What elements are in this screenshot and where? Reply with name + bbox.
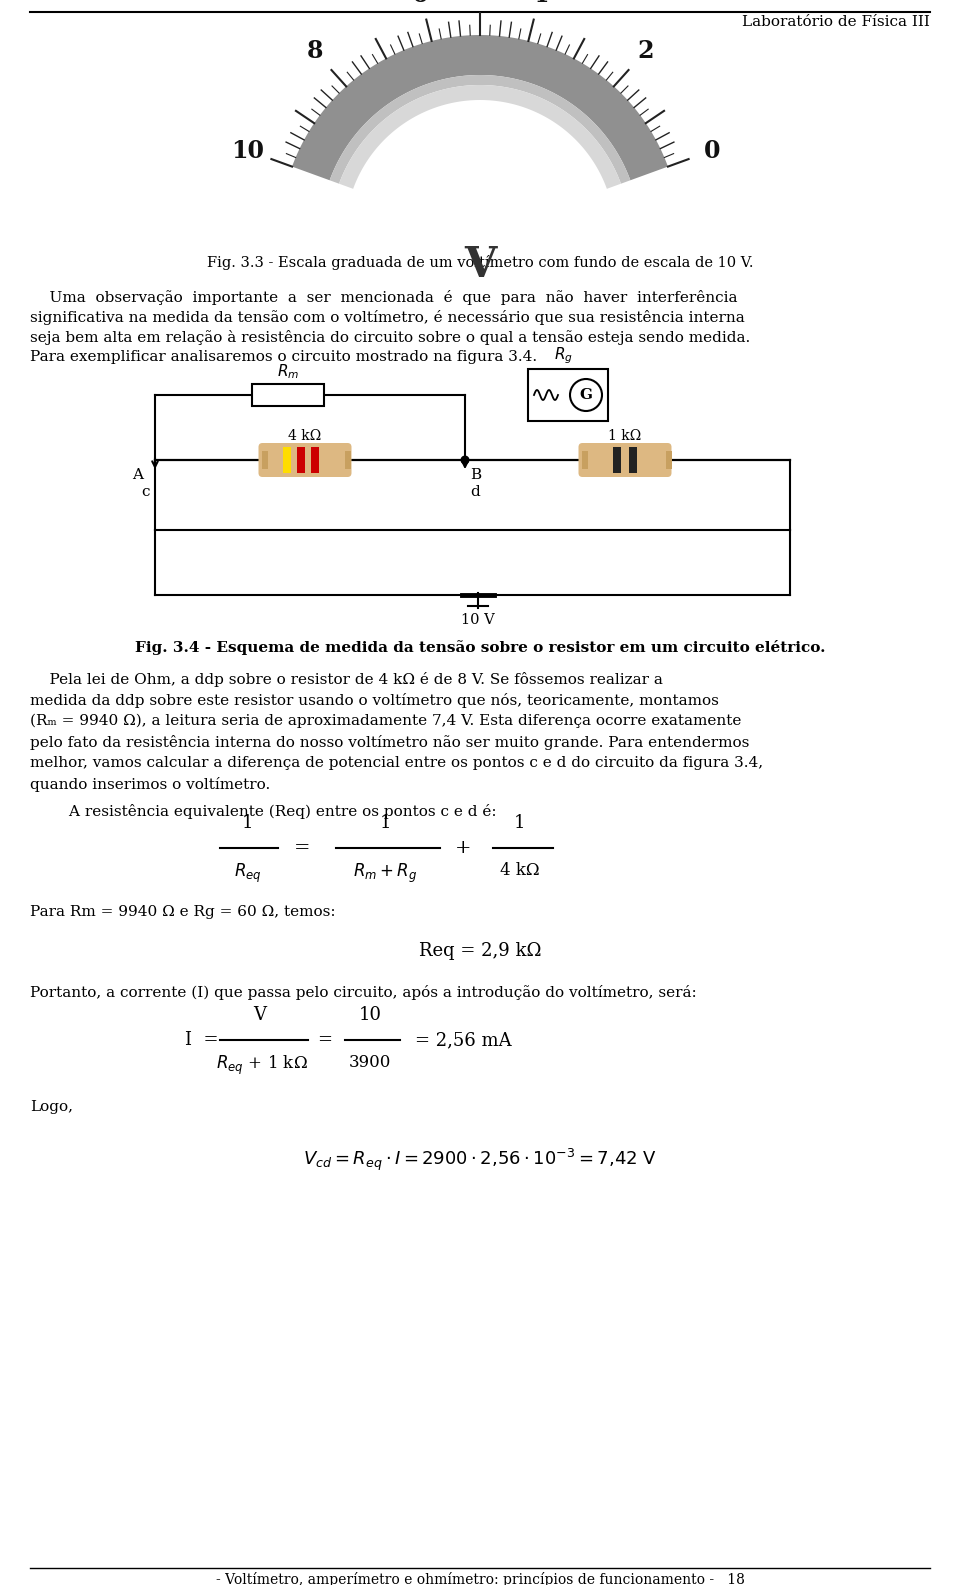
Text: 10: 10 (231, 138, 264, 163)
Text: 8: 8 (306, 40, 323, 63)
Text: $R_m$: $R_m$ (276, 363, 300, 380)
Bar (528, 369, 608, 422)
Text: I  =: I = (185, 1030, 219, 1049)
Text: melhor, vamos calcular a diferença de potencial entre os pontos c e d do circuit: melhor, vamos calcular a diferença de po… (30, 756, 763, 770)
Text: Pela lei de Ohm, a ddp sobre o resistor de 4 kΩ é de 8 V. Se fôssemos realizar a: Pela lei de Ohm, a ddp sobre o resistor … (30, 672, 662, 686)
Text: Portanto, a corrente (I) que passa pelo circuito, após a introdução do voltímetr: Portanto, a corrente (I) que passa pelo … (30, 984, 697, 1000)
Text: Fig. 3.4 - Esquema de medida da tensão sobre o resistor em um circuito elétrico.: Fig. 3.4 - Esquema de medida da tensão s… (134, 640, 826, 655)
Text: 4: 4 (532, 0, 548, 8)
Text: medida da ddp sobre este resistor usando o voltímetro que nós, teoricamente, mon: medida da ddp sobre este resistor usando… (30, 693, 719, 708)
Text: V: V (464, 244, 496, 285)
Text: 10 V: 10 V (461, 613, 494, 628)
Bar (252, 384, 324, 406)
Polygon shape (339, 86, 621, 189)
Text: 1 kΩ: 1 kΩ (609, 430, 641, 442)
Text: A resistência equivalente (Req) entre os pontos c e d é:: A resistência equivalente (Req) entre os… (30, 804, 496, 819)
Polygon shape (292, 35, 668, 181)
Text: +: + (455, 838, 471, 857)
Text: V: V (253, 1006, 267, 1024)
Text: Uma  observação  importante  a  ser  mencionada  é  que  para  não  haver  inter: Uma observação importante a ser menciona… (30, 290, 737, 304)
Text: Fig. 3.3 - Escala graduada de um voltímetro com fundo de escala de 10 V.: Fig. 3.3 - Escala graduada de um voltíme… (206, 255, 754, 269)
Text: 10: 10 (358, 1006, 381, 1024)
Text: =: = (318, 1030, 332, 1049)
Text: A: A (132, 468, 143, 482)
Text: $R_g$: $R_g$ (554, 346, 572, 366)
Text: 0: 0 (704, 138, 720, 163)
Text: 1: 1 (242, 815, 253, 832)
Text: significativa na medida da tensão com o voltímetro, é necessário que sua resistê: significativa na medida da tensão com o … (30, 311, 745, 325)
Circle shape (461, 455, 469, 464)
Bar (345, 452, 350, 469)
Text: Para exemplificar analisaremos o circuito mostrado na figura 3.4.: Para exemplificar analisaremos o circuit… (30, 350, 538, 365)
Text: Req = 2,9 kΩ: Req = 2,9 kΩ (419, 941, 541, 961)
Text: = 2,56 mA: = 2,56 mA (415, 1030, 512, 1049)
Bar (311, 447, 319, 472)
Text: $R_m + R_g$: $R_m + R_g$ (353, 862, 418, 884)
Text: c: c (141, 485, 150, 499)
Circle shape (570, 379, 602, 411)
Bar (582, 452, 588, 469)
Text: B: B (470, 468, 481, 482)
Text: 1: 1 (515, 815, 526, 832)
Text: - Voltímetro, amperímetro e ohmímetro: princípios de funcionamento -   18: - Voltímetro, amperímetro e ohmímetro: p… (216, 1572, 744, 1585)
Text: G: G (580, 388, 592, 403)
Text: quando inserimos o voltímetro.: quando inserimos o voltímetro. (30, 777, 271, 792)
Text: $R_{eq}$: $R_{eq}$ (234, 862, 262, 884)
Text: $R_{eq}$ + 1 kΩ: $R_{eq}$ + 1 kΩ (216, 1054, 308, 1078)
Text: (Rₘ = 9940 Ω), a leitura seria de aproximadamente 7,4 V. Esta diferença ocorre e: (Rₘ = 9940 Ω), a leitura seria de aproxi… (30, 713, 741, 729)
Text: pelo fato da resistência interna do nosso voltímetro não ser muito grande. Para : pelo fato da resistência interna do noss… (30, 735, 750, 750)
Bar (629, 447, 637, 472)
Bar (297, 447, 305, 472)
Bar (665, 452, 671, 469)
FancyBboxPatch shape (258, 442, 351, 477)
Text: seja bem alta em relação à resistência do circuito sobre o qual a tensão esteja : seja bem alta em relação à resistência d… (30, 330, 751, 346)
Text: Laboratório de Física III: Laboratório de Física III (742, 14, 930, 29)
Text: 1: 1 (379, 815, 391, 832)
Text: Logo,: Logo, (30, 1100, 73, 1114)
Text: 3900: 3900 (348, 1054, 391, 1071)
Text: $V_{cd} = R_{eq} \cdot I = 2900 \cdot 2{,}56 \cdot 10^{-3} = 7{,}42\ \mathrm{V}$: $V_{cd} = R_{eq} \cdot I = 2900 \cdot 2{… (303, 1148, 657, 1173)
Text: 6: 6 (412, 0, 428, 8)
FancyBboxPatch shape (579, 442, 671, 477)
Text: 4 kΩ: 4 kΩ (500, 862, 540, 880)
Text: =: = (294, 838, 310, 857)
Text: 4 kΩ: 4 kΩ (288, 430, 322, 442)
Text: d: d (470, 485, 480, 499)
Bar (283, 447, 291, 472)
Text: Para Rm = 9940 Ω e Rg = 60 Ω, temos:: Para Rm = 9940 Ω e Rg = 60 Ω, temos: (30, 905, 336, 919)
Polygon shape (329, 74, 631, 184)
Bar (613, 447, 621, 472)
Text: 2: 2 (637, 40, 654, 63)
Bar (261, 452, 268, 469)
